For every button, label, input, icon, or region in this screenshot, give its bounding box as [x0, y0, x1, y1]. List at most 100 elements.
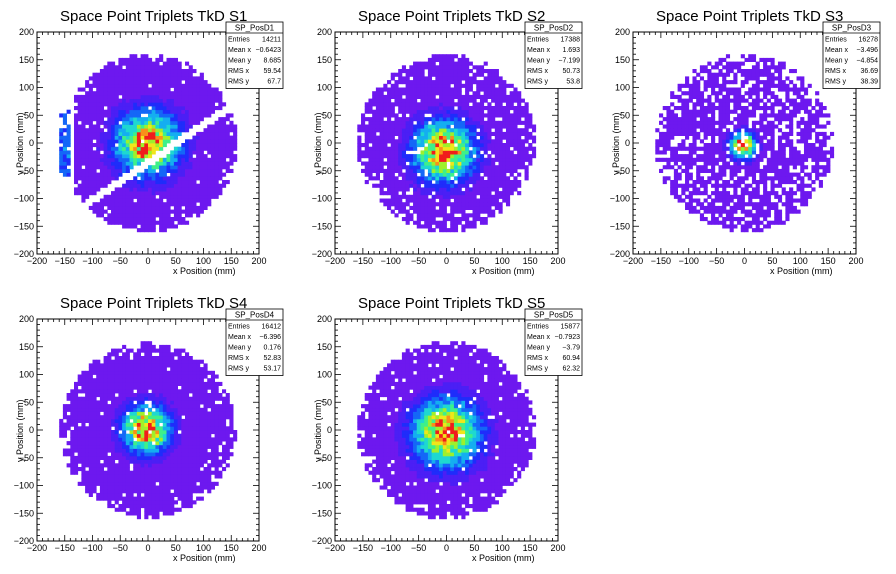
heatmap-bin	[725, 69, 731, 74]
heatmap-bin	[85, 180, 90, 185]
heatmap-bin	[666, 120, 671, 125]
heatmap-bin	[435, 187, 440, 192]
heatmap-bin	[662, 150, 667, 155]
heatmap-bin	[479, 187, 485, 192]
heatmap-bin	[737, 198, 742, 203]
heatmap-bin	[427, 87, 433, 92]
heatmap-bin	[803, 135, 809, 140]
stats-label: RMS y	[527, 79, 549, 86]
heatmap-bin	[210, 128, 215, 133]
heatmap-bin	[476, 180, 481, 185]
heatmap-bin	[185, 183, 190, 188]
heatmap-bin	[155, 117, 160, 122]
heatmap-bin	[74, 168, 79, 173]
heatmap-bin	[498, 161, 503, 166]
heatmap-bin	[214, 98, 219, 103]
heatmap-bin	[777, 180, 783, 185]
heatmap-bin	[453, 80, 459, 85]
heatmap-bin	[770, 128, 775, 133]
heatmap-bin	[122, 168, 127, 173]
heatmap-bin	[383, 98, 388, 103]
heatmap-bin	[118, 117, 123, 122]
heatmap-bin	[494, 76, 499, 81]
heatmap-bin	[111, 87, 116, 92]
heatmap-bin	[74, 180, 79, 185]
heatmap-bin	[826, 120, 831, 125]
heatmap-bin	[476, 69, 481, 74]
heatmap-bin	[498, 168, 503, 173]
heatmap-bin	[505, 180, 511, 185]
heatmap-bin	[173, 205, 178, 210]
heatmap-bin	[505, 165, 511, 170]
heatmap-bin	[390, 131, 395, 136]
heatmap-bin	[711, 120, 716, 125]
heatmap-bin	[379, 113, 384, 118]
heatmap-bin	[718, 131, 723, 136]
heatmap-bin	[125, 191, 130, 196]
heatmap-bin	[207, 187, 212, 192]
heatmap-bin	[725, 87, 731, 92]
heatmap-bin	[390, 109, 395, 114]
heatmap-bin	[424, 198, 429, 203]
heatmap-bin	[390, 154, 395, 159]
heatmap-bin	[133, 109, 138, 114]
heatmap-bin	[439, 83, 444, 88]
heatmap-bin	[733, 143, 738, 148]
heatmap-bin	[62, 172, 67, 177]
heatmap-bin	[77, 146, 82, 151]
heatmap-bin	[468, 117, 473, 122]
heatmap-bin	[789, 176, 794, 181]
heatmap-bin	[465, 65, 470, 70]
heatmap-bin	[133, 117, 138, 122]
heatmap-bin	[199, 150, 204, 155]
heatmap-bin	[781, 157, 786, 162]
heatmap-bin	[222, 120, 227, 125]
heatmap-bin	[505, 146, 511, 151]
heatmap-bin	[424, 194, 429, 199]
heatmap-bin	[789, 205, 794, 210]
heatmap-bin	[774, 172, 779, 177]
heatmap-bin	[789, 154, 794, 159]
heatmap-bin	[785, 209, 790, 214]
heatmap-bin	[707, 106, 712, 111]
heatmap-bin	[148, 168, 153, 173]
heatmap-bin	[483, 194, 488, 199]
heatmap-bin	[502, 124, 507, 129]
heatmap-bin	[170, 61, 175, 66]
heatmap-bin	[655, 128, 660, 133]
heatmap-bin	[177, 109, 182, 114]
heatmap-bin	[711, 191, 716, 196]
heatmap-bin	[789, 69, 794, 74]
heatmap-bin	[670, 187, 675, 192]
heatmap-bin	[439, 106, 444, 111]
heatmap-bin	[476, 117, 481, 122]
heatmap-bin	[781, 146, 786, 151]
heatmap-bin	[453, 198, 459, 203]
heatmap-bin	[170, 191, 175, 196]
heatmap-bin	[166, 57, 171, 62]
heatmap-bin	[759, 228, 764, 233]
heatmap-bin	[177, 194, 182, 199]
heatmap-bin	[88, 205, 93, 210]
heatmap-bin	[129, 102, 134, 107]
heatmap-bin	[822, 172, 827, 177]
heatmap-bin	[781, 191, 786, 196]
heatmap-bin	[737, 69, 742, 74]
heatmap-bin	[159, 220, 164, 225]
heatmap-bin	[103, 72, 108, 77]
heatmap-bin	[420, 80, 425, 85]
heatmap-bin	[733, 194, 738, 199]
heatmap-bin	[387, 106, 392, 111]
heatmap-bin	[368, 154, 373, 159]
heatmap-bin	[222, 180, 227, 185]
heatmap-bin	[81, 87, 86, 92]
heatmap-bin	[759, 168, 764, 173]
heatmap-bin	[390, 102, 395, 107]
heatmap-bin	[811, 143, 816, 148]
heatmap-bin	[88, 154, 93, 159]
heatmap-bin	[815, 98, 820, 103]
heatmap-bin	[725, 109, 731, 114]
heatmap-bin	[409, 80, 414, 85]
heatmap-bin	[181, 198, 186, 203]
heatmap-bin	[737, 128, 742, 133]
